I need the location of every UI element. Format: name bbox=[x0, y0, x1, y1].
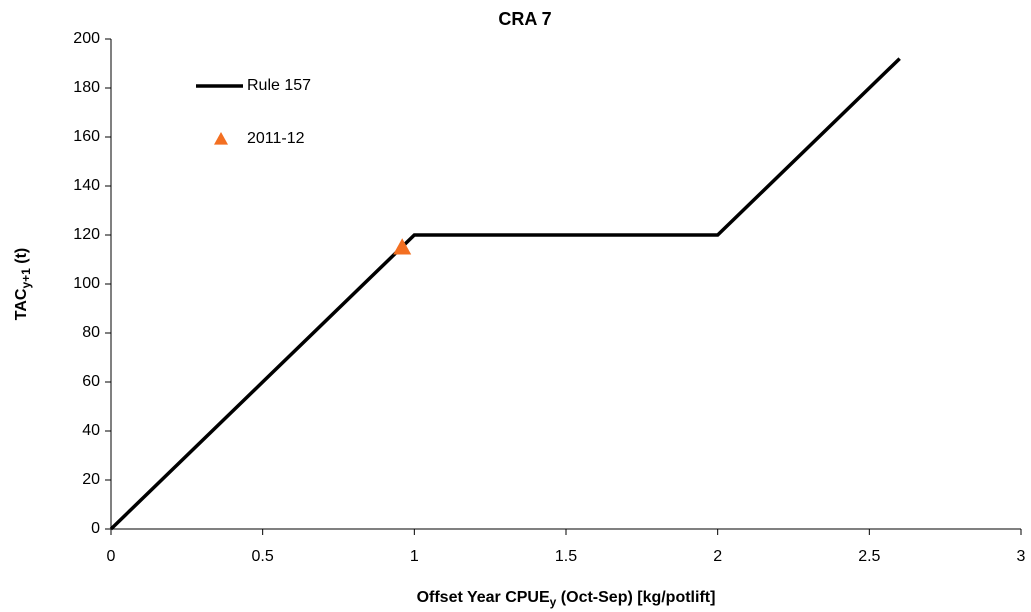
y-tick-label: 160 bbox=[73, 128, 100, 145]
y-axis-title-subscript: y+1 bbox=[19, 268, 33, 289]
y-axis-title: TACy+1 (t) bbox=[13, 248, 33, 321]
x-axis-title: Offset Year CPUEy (Oct-Sep) [kg/potlift] bbox=[417, 589, 716, 609]
y-tick-label: 200 bbox=[73, 30, 100, 47]
legend-label: 2011-12 bbox=[247, 130, 305, 147]
chart-title: CRA 7 bbox=[498, 9, 551, 29]
y-tick-label: 100 bbox=[73, 275, 100, 292]
y-tick-label: 40 bbox=[82, 422, 100, 439]
x-tick-label: 0 bbox=[107, 548, 116, 565]
x-tick-label: 1.5 bbox=[555, 548, 577, 565]
legend-label: Rule 157 bbox=[247, 77, 311, 94]
y-axis-title-part: (t) bbox=[13, 248, 30, 268]
x-tick-label: 3 bbox=[1017, 548, 1026, 565]
x-axis-title-part: Offset Year CPUE bbox=[417, 589, 550, 606]
y-tick-label: 20 bbox=[82, 471, 100, 488]
marker bbox=[393, 238, 412, 255]
y-tick-label: 140 bbox=[73, 177, 100, 194]
legend-swatch bbox=[214, 132, 228, 145]
y-axis-title-part: TAC bbox=[13, 288, 30, 320]
x-tick-label: 1 bbox=[410, 548, 419, 565]
y-tick-label: 0 bbox=[91, 520, 100, 537]
x-axis-title-part: (Oct-Sep) [kg/potlift] bbox=[556, 589, 715, 606]
y-tick-label: 120 bbox=[73, 226, 100, 243]
y-tick-label: 60 bbox=[82, 373, 100, 390]
x-tick-label: 0.5 bbox=[252, 548, 274, 565]
y-tick-label: 80 bbox=[82, 324, 100, 341]
line bbox=[109, 57, 901, 531]
y-tick-label: 180 bbox=[73, 79, 100, 96]
x-tick-label: 2.5 bbox=[858, 548, 880, 565]
x-axis-title-subscript: y bbox=[550, 595, 557, 609]
x-tick-label: 2 bbox=[713, 548, 722, 565]
